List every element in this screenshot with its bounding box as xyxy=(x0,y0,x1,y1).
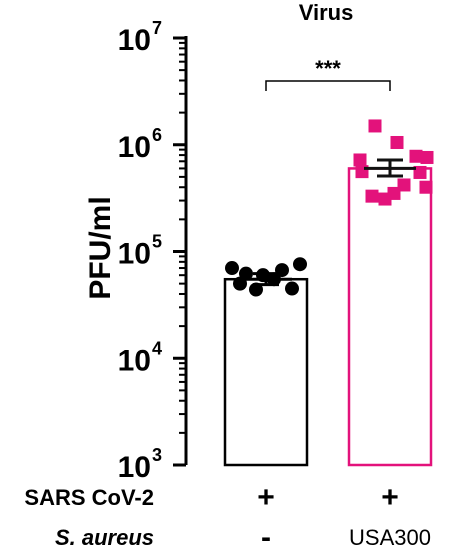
data-point xyxy=(368,119,382,133)
data-point xyxy=(353,153,367,167)
series-1 xyxy=(223,257,309,467)
data-point xyxy=(413,165,427,179)
condition-row: S. aureus - USA300 xyxy=(55,521,431,548)
data-point xyxy=(293,257,307,272)
row-value: - xyxy=(261,521,271,548)
y-tick-base: 10 xyxy=(118,344,151,377)
row-label: SARS CoV-2 xyxy=(24,485,154,510)
significance-label: *** xyxy=(315,56,341,81)
data-point xyxy=(409,149,423,163)
data-point xyxy=(225,261,239,276)
y-tick-exponent: 7 xyxy=(152,18,162,38)
y-tick-label: 10 7 xyxy=(118,18,162,57)
data-point xyxy=(378,192,392,206)
y-tick-exponent: 6 xyxy=(152,125,162,145)
y-tick-label: 10 5 xyxy=(118,232,162,271)
y-tick-base: 10 xyxy=(118,238,151,271)
data-point xyxy=(419,180,433,194)
data-point xyxy=(365,189,379,203)
bar xyxy=(223,277,309,467)
y-tick-label: 10 3 xyxy=(118,445,162,484)
significance-bracket: *** xyxy=(265,56,391,91)
row-value: USA300 xyxy=(349,525,431,548)
y-tick-label: 10 6 xyxy=(118,125,162,164)
y-tick-exponent: 5 xyxy=(152,232,162,252)
row-value: + xyxy=(381,481,399,514)
y-tick-label: 10 4 xyxy=(118,338,162,377)
row-value: + xyxy=(257,481,275,514)
y-tick-exponent: 4 xyxy=(152,338,162,358)
condition-rows: SARS CoV-2 + + S. aureus - USA300 xyxy=(24,481,431,548)
y-tick-base: 10 xyxy=(118,131,151,164)
data-point xyxy=(397,178,411,192)
y-tick-base: 10 xyxy=(118,24,151,57)
row-label: S. aureus xyxy=(55,525,154,548)
series-2 xyxy=(347,119,434,467)
series-layer xyxy=(223,119,434,467)
y-tick-exponent: 3 xyxy=(152,445,162,465)
bar xyxy=(347,167,433,467)
data-point xyxy=(390,135,404,149)
chart-title: Virus xyxy=(299,0,354,25)
condition-row: SARS CoV-2 + + xyxy=(24,481,398,514)
bracket-line xyxy=(265,80,391,91)
data-point xyxy=(420,150,434,164)
data-point xyxy=(285,281,299,296)
y-tick-base: 10 xyxy=(118,451,151,484)
y-axis-label: PFU/ml xyxy=(84,196,117,299)
